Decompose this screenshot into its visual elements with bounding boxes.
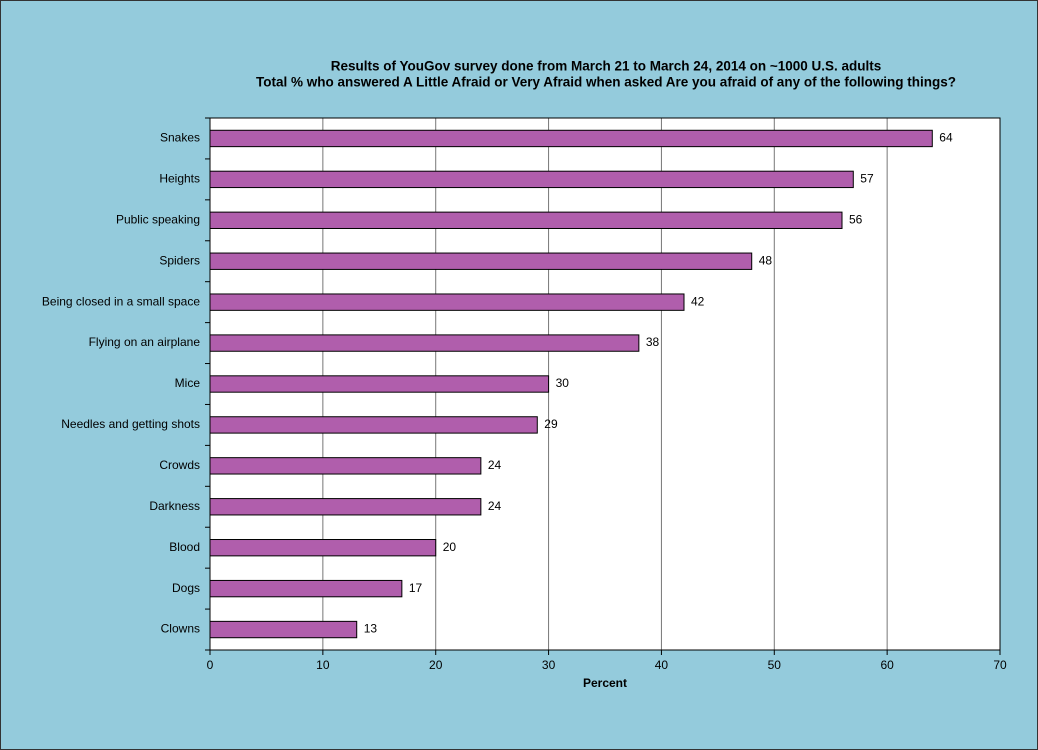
y-tick-label: Spiders: [159, 253, 200, 267]
y-tick-label: Blood: [169, 540, 200, 554]
x-tick-label: 10: [316, 658, 330, 672]
bar: [209, 457, 482, 475]
y-tick-label: Dogs: [172, 581, 200, 595]
data-label: 42: [691, 294, 705, 308]
data-label: 17: [409, 581, 423, 595]
bar: [209, 416, 538, 434]
y-tick-label: Flying on an airplane: [89, 335, 201, 349]
bar: [209, 129, 933, 148]
bar: [209, 293, 685, 311]
y-tick-label: Darkness: [149, 499, 200, 513]
y-tick-label: Public speaking: [116, 212, 200, 226]
data-label: 13: [364, 622, 378, 636]
chart-title: Results of YouGov survey done from March…: [331, 59, 882, 74]
bar: [209, 620, 358, 639]
bar: [209, 498, 482, 516]
x-tick-label: 60: [880, 658, 894, 672]
y-tick-label: Being closed in a small space: [42, 294, 200, 308]
data-label: 24: [488, 458, 502, 472]
y-tick-label: Crowds: [159, 458, 200, 472]
bar: [209, 252, 753, 270]
bar: [209, 211, 843, 229]
data-label: 57: [860, 172, 874, 186]
bar: [209, 579, 403, 598]
data-label: 24: [488, 499, 502, 513]
bar: [209, 539, 437, 557]
data-label: 30: [556, 376, 570, 390]
y-tick-label: Snakes: [160, 131, 200, 145]
x-tick-label: 30: [542, 658, 556, 672]
bar: [209, 375, 550, 393]
bar: [209, 334, 640, 352]
y-tick-label: Mice: [175, 376, 201, 390]
x-tick-label: 70: [993, 658, 1007, 672]
x-tick-label: 0: [207, 658, 214, 672]
y-tick-label: Needles and getting shots: [61, 417, 200, 431]
data-label: 56: [849, 212, 863, 226]
chart-subtitle: Total % who answered A Little Afraid or …: [256, 75, 956, 90]
y-tick-label: Heights: [159, 172, 200, 186]
x-axis-label: Percent: [583, 676, 627, 690]
bar: [209, 170, 854, 189]
data-label: 29: [544, 417, 558, 431]
data-label: 48: [759, 253, 773, 267]
data-label: 20: [443, 540, 457, 554]
x-tick-label: 40: [655, 658, 669, 672]
x-tick-label: 50: [768, 658, 782, 672]
x-tick-label: 20: [429, 658, 443, 672]
y-tick-label: Clowns: [161, 622, 200, 636]
data-label: 64: [939, 131, 953, 145]
data-label: 38: [646, 335, 660, 349]
